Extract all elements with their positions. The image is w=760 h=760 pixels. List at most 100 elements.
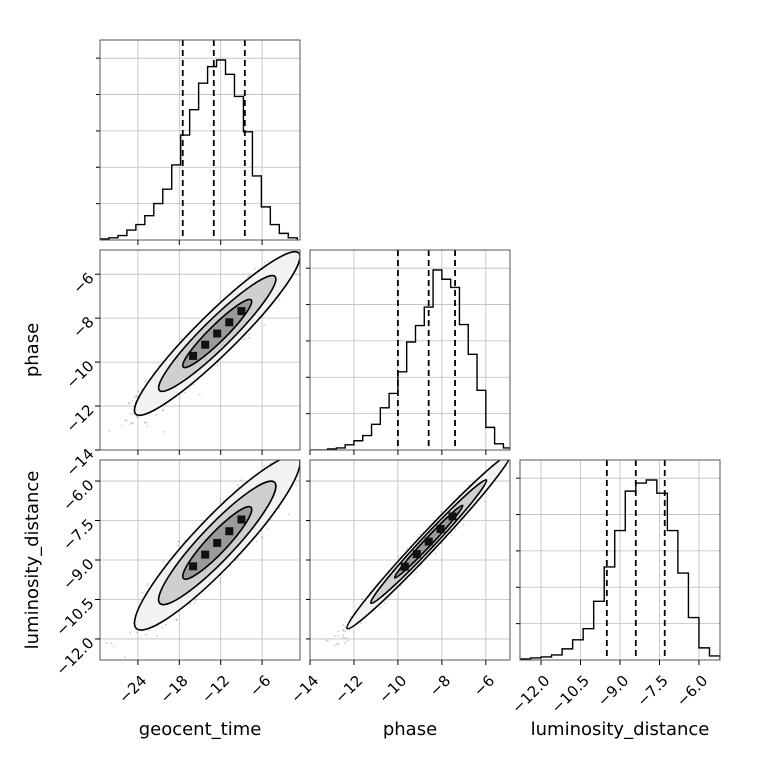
panel-frame — [99, 39, 301, 241]
sample-point — [415, 571, 418, 574]
sample-point — [135, 415, 138, 418]
sample-point — [517, 459, 519, 461]
y-tick-label: −14 — [62, 445, 97, 480]
y-tick-label: −6.0 — [59, 476, 97, 514]
sample-point — [243, 338, 246, 341]
sample-point — [440, 510, 443, 513]
density-cell — [412, 550, 421, 559]
sample-point — [247, 275, 250, 278]
x-axis-title-luminosity_distance: luminosity_distance — [531, 719, 710, 740]
sample-point — [198, 393, 201, 396]
sample-point — [162, 431, 165, 433]
x-tick-label: −6 — [470, 672, 498, 700]
sample-point — [164, 623, 167, 626]
sample-point — [304, 476, 306, 478]
sample-point — [325, 639, 328, 641]
sample-point — [341, 634, 344, 636]
y-tick-label: −7.5 — [59, 515, 97, 553]
density-cell — [225, 318, 234, 327]
hist-panel-geocent_time — [96, 39, 301, 241]
x-tick-label: −10.5 — [548, 672, 593, 717]
sample-point — [145, 633, 148, 636]
sample-point — [162, 560, 165, 563]
sample-point — [344, 630, 346, 633]
sample-point — [517, 450, 519, 452]
sample-point — [361, 597, 363, 600]
sample-point — [462, 523, 465, 526]
sample-point — [248, 333, 251, 336]
sample-point — [503, 456, 505, 458]
x-tick-label: −8 — [426, 672, 454, 700]
density-core — [189, 307, 246, 360]
sample-point — [146, 584, 149, 587]
sample-point — [248, 274, 251, 276]
sample-point — [268, 456, 270, 458]
density-cell — [213, 538, 222, 547]
sample-point — [145, 379, 148, 382]
panel-frame — [309, 249, 511, 451]
sample-point — [216, 364, 219, 367]
sample-point — [341, 629, 344, 631]
panel-geocent_time-vs-phase — [100, 250, 314, 450]
sample-point — [176, 545, 179, 547]
sample-point — [219, 580, 222, 583]
panel-phase-vs-luminosity_distance — [310, 450, 519, 660]
sample-point — [344, 642, 346, 644]
sample-point — [146, 583, 149, 585]
hist-panel-luminosity_distance — [516, 459, 721, 661]
x-axis-title-geocent_time: geocent_time — [139, 719, 262, 740]
sample-point — [127, 401, 130, 404]
density-cell — [189, 562, 198, 571]
sample-point — [125, 419, 128, 422]
sample-point — [146, 425, 148, 428]
sample-point — [266, 528, 269, 530]
sample-point — [509, 455, 511, 457]
sample-point — [312, 252, 314, 254]
sample-point — [113, 645, 115, 648]
x-tick-label: −12 — [198, 672, 233, 707]
x-tick-label: −12 — [331, 672, 366, 707]
sample-point — [108, 429, 111, 432]
sample-point — [237, 484, 239, 486]
sample-point — [337, 630, 340, 633]
sample-point — [155, 413, 158, 416]
y-tick-label: −12.0 — [52, 634, 97, 679]
sample-point — [141, 591, 144, 594]
sample-point — [248, 336, 250, 339]
sample-point — [419, 533, 422, 536]
sample-point — [184, 539, 187, 542]
sample-point — [284, 251, 286, 254]
sample-point — [130, 421, 133, 424]
sample-point — [262, 456, 264, 458]
density-cell — [400, 562, 409, 571]
sample-point — [219, 498, 222, 500]
sample-point — [266, 260, 269, 263]
sample-point — [128, 402, 131, 405]
sample-point — [337, 642, 340, 645]
sample-point — [510, 452, 512, 454]
sample-point — [337, 635, 340, 637]
sample-point — [131, 422, 134, 425]
sample-point — [136, 631, 138, 634]
x-axis-title-phase: phase — [383, 719, 437, 740]
sample-point — [162, 409, 165, 412]
density-cell — [448, 512, 457, 521]
sample-point — [326, 640, 329, 642]
x-tick-label: −18 — [157, 672, 192, 707]
sample-point — [359, 622, 362, 625]
sample-point — [344, 626, 347, 629]
sample-point — [121, 424, 123, 427]
sample-point — [263, 261, 266, 264]
sample-point — [194, 599, 197, 601]
y-tick-label: −10.5 — [52, 594, 97, 639]
histogram-luminosity_distance — [520, 479, 720, 660]
sample-point — [293, 457, 295, 459]
y-tick-label: −10 — [62, 357, 97, 392]
sample-point — [129, 423, 132, 425]
panel-frame — [99, 249, 301, 451]
sample-point — [514, 456, 516, 458]
sample-point — [506, 454, 508, 456]
sample-point — [137, 417, 140, 419]
sample-point — [333, 644, 336, 647]
density-cell — [201, 340, 210, 349]
